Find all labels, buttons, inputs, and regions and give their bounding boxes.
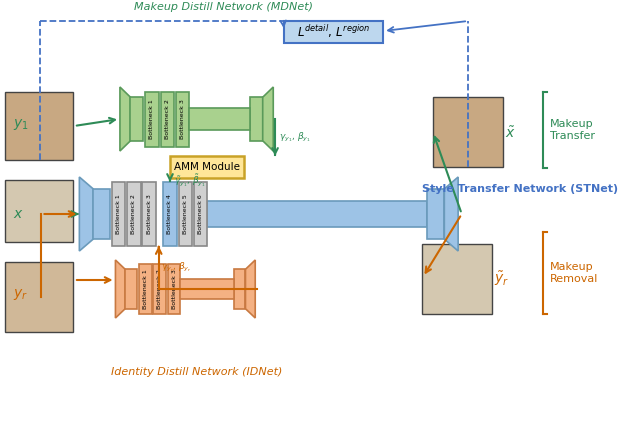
- FancyArrowPatch shape: [272, 148, 278, 154]
- Bar: [176, 92, 189, 146]
- FancyArrowPatch shape: [77, 118, 115, 126]
- Polygon shape: [444, 177, 458, 251]
- FancyArrowPatch shape: [280, 20, 286, 26]
- Bar: [428, 189, 444, 239]
- Bar: [161, 92, 174, 146]
- Text: Bottleneck 2: Bottleneck 2: [131, 194, 136, 234]
- Bar: [125, 269, 137, 309]
- Text: $y_1$: $y_1$: [13, 118, 28, 133]
- Text: $\tilde{\gamma}_{y_1}$, $\tilde{\beta}_{y_1}$: $\tilde{\gamma}_{y_1}$, $\tilde{\beta}_{…: [173, 172, 205, 188]
- Bar: [179, 182, 192, 246]
- Bar: [168, 264, 180, 314]
- Text: Bottleneck 1: Bottleneck 1: [143, 269, 148, 309]
- Bar: [139, 264, 152, 314]
- Bar: [163, 182, 177, 246]
- Text: Bottleneck 1: Bottleneck 1: [150, 99, 154, 139]
- Polygon shape: [246, 260, 255, 318]
- Text: Bottleneck 3: Bottleneck 3: [180, 99, 185, 139]
- FancyArrowPatch shape: [426, 216, 460, 273]
- Text: $\gamma_{y_1}$, $\beta_{y_1}$: $\gamma_{y_1}$, $\beta_{y_1}$: [278, 131, 310, 144]
- Bar: [284, 21, 383, 43]
- Text: Bottleneck 6: Bottleneck 6: [198, 194, 203, 234]
- Polygon shape: [262, 87, 273, 151]
- Polygon shape: [115, 260, 125, 318]
- Text: Style Transfer Network (STNet): Style Transfer Network (STNet): [422, 184, 618, 194]
- Text: $x$: $x$: [13, 207, 23, 221]
- Bar: [433, 97, 503, 167]
- Bar: [250, 97, 262, 141]
- Text: Bottleneck 4: Bottleneck 4: [168, 194, 173, 234]
- Bar: [422, 244, 492, 314]
- Text: Bottleneck 3: Bottleneck 3: [147, 194, 152, 234]
- Bar: [4, 262, 73, 332]
- Bar: [93, 189, 110, 239]
- Bar: [145, 92, 159, 146]
- Polygon shape: [79, 177, 93, 251]
- FancyArrowPatch shape: [77, 277, 110, 283]
- Bar: [4, 180, 73, 242]
- Text: $\gamma_{y_r}$, $\beta_{y_r}$: $\gamma_{y_r}$, $\beta_{y_r}$: [161, 261, 192, 274]
- Bar: [194, 182, 207, 246]
- Text: Identity Distill Network (IDNet): Identity Distill Network (IDNet): [111, 367, 282, 377]
- Bar: [4, 92, 73, 160]
- Bar: [170, 156, 244, 178]
- Bar: [112, 182, 125, 246]
- FancyArrowPatch shape: [434, 137, 461, 211]
- Text: Bottleneck 2: Bottleneck 2: [157, 269, 162, 309]
- Text: $y_r$: $y_r$: [13, 286, 28, 302]
- Text: Bottleneck 3: Bottleneck 3: [172, 269, 177, 309]
- Text: $\tilde{x}$: $\tilde{x}$: [505, 125, 516, 141]
- Polygon shape: [120, 87, 131, 151]
- Text: Bottleneck 2: Bottleneck 2: [164, 99, 170, 139]
- Bar: [127, 182, 141, 246]
- FancyArrowPatch shape: [44, 211, 74, 217]
- Text: Makeup
Removal: Makeup Removal: [550, 262, 598, 284]
- Bar: [154, 264, 166, 314]
- FancyArrowPatch shape: [388, 21, 465, 32]
- FancyArrowPatch shape: [167, 174, 173, 181]
- Text: AMM Module: AMM Module: [175, 162, 241, 172]
- Text: $L^{detail}$, $L^{region}$: $L^{detail}$, $L^{region}$: [297, 24, 371, 41]
- Bar: [131, 97, 143, 141]
- FancyArrowPatch shape: [156, 247, 161, 254]
- Bar: [207, 201, 428, 226]
- Text: Bottleneck 1: Bottleneck 1: [116, 194, 121, 234]
- Bar: [143, 182, 156, 246]
- Bar: [234, 269, 246, 309]
- Text: Makeup Distill Network (MDNet): Makeup Distill Network (MDNet): [134, 2, 313, 12]
- Bar: [189, 108, 250, 130]
- FancyArrowPatch shape: [72, 211, 77, 217]
- Text: Makeup
Transfer: Makeup Transfer: [550, 119, 595, 141]
- Bar: [180, 279, 234, 299]
- Text: Bottleneck 5: Bottleneck 5: [183, 194, 188, 234]
- Text: $\tilde{y}_r$: $\tilde{y}_r$: [494, 270, 509, 288]
